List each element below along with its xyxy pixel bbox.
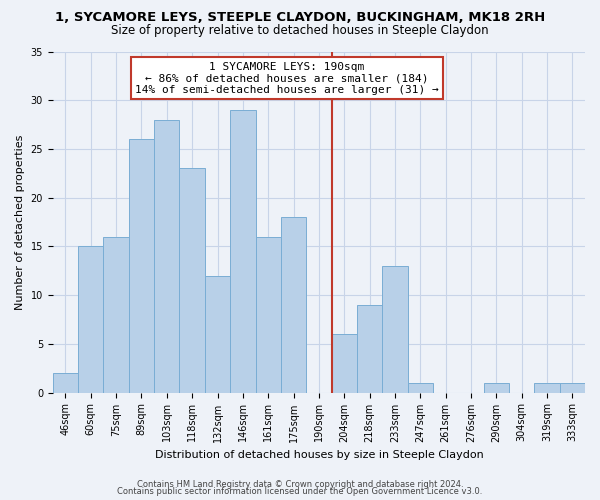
Bar <box>230 110 256 393</box>
Text: 1 SYCAMORE LEYS: 190sqm
← 86% of detached houses are smaller (184)
14% of semi-d: 1 SYCAMORE LEYS: 190sqm ← 86% of detache… <box>135 62 439 95</box>
Bar <box>103 236 129 392</box>
Bar <box>382 266 407 392</box>
Bar <box>560 383 585 392</box>
Bar <box>205 276 230 392</box>
Bar <box>154 120 179 392</box>
Text: Contains public sector information licensed under the Open Government Licence v3: Contains public sector information licen… <box>118 487 482 496</box>
Y-axis label: Number of detached properties: Number of detached properties <box>15 134 25 310</box>
Bar <box>179 168 205 392</box>
Bar <box>129 139 154 392</box>
Bar <box>78 246 103 392</box>
Text: Contains HM Land Registry data © Crown copyright and database right 2024.: Contains HM Land Registry data © Crown c… <box>137 480 463 489</box>
Bar <box>407 383 433 392</box>
Bar <box>332 334 357 392</box>
Text: 1, SYCAMORE LEYS, STEEPLE CLAYDON, BUCKINGHAM, MK18 2RH: 1, SYCAMORE LEYS, STEEPLE CLAYDON, BUCKI… <box>55 11 545 24</box>
Text: Size of property relative to detached houses in Steeple Claydon: Size of property relative to detached ho… <box>111 24 489 37</box>
Bar <box>281 217 306 392</box>
Bar <box>484 383 509 392</box>
Bar <box>53 373 78 392</box>
X-axis label: Distribution of detached houses by size in Steeple Claydon: Distribution of detached houses by size … <box>155 450 483 460</box>
Bar <box>535 383 560 392</box>
Bar <box>256 236 281 392</box>
Bar <box>357 305 382 392</box>
